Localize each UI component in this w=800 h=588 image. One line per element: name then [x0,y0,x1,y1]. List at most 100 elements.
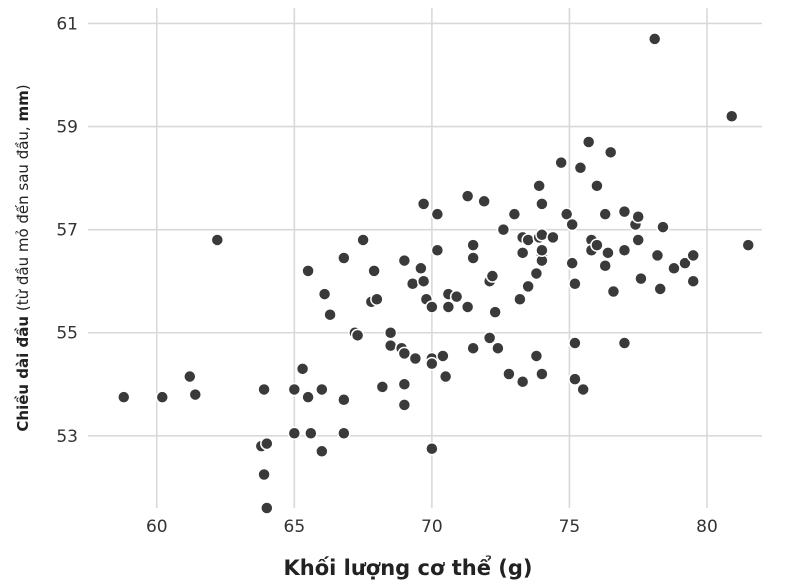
data-point [441,300,456,314]
data-point [117,390,131,404]
data-point [416,197,431,211]
data-point [260,501,274,515]
data-point [449,289,464,304]
data-point [568,277,582,291]
y-tick-label: 61 [56,14,78,34]
data-point [304,426,318,441]
data-point [430,207,445,221]
data-point [601,246,615,260]
data-point [356,233,370,247]
data-point [408,351,423,366]
y-axis-title-main: Chiều dài đầu [13,316,32,432]
x-tick-label: 75 [559,517,581,537]
data-point [315,382,329,397]
data-point [656,220,670,234]
data-point [650,248,665,263]
y-axis-title-detail: (từ đầu mỏ đến sau đầu, [14,122,32,316]
data-point [416,274,431,288]
data-point [686,274,700,288]
y-axis-title: Chiều dài đầu (từ đầu mỏ đến sau đầu, mm… [13,84,32,431]
data-point [521,279,535,294]
data-point [667,261,681,276]
data-point [741,238,755,252]
y-tick-label: 57 [56,221,78,241]
data-point [405,277,420,291]
data-point [724,109,739,123]
data-point [678,256,692,270]
data-point [337,426,351,441]
data-point [425,356,439,371]
data-point [631,233,645,247]
data-point [529,349,544,363]
data-point [315,444,329,459]
data-point [535,367,549,381]
data-point [565,256,579,270]
data-point [295,362,310,376]
data-point [466,251,480,265]
y-tick-label: 59 [56,118,78,138]
data-point [367,264,381,278]
data-point [515,246,530,260]
data-point [581,135,596,149]
data-point [210,233,225,247]
y-tick-label: 53 [56,427,78,447]
data-point [397,346,412,361]
data-point [488,305,502,319]
data-point [546,230,560,245]
data-point [529,266,544,281]
y-tick-label: 55 [56,324,78,344]
x-tick-label: 65 [284,517,306,537]
data-point [301,390,315,404]
data-point [513,292,527,306]
data-point [565,217,579,232]
data-point [323,307,337,322]
data-point [397,398,412,412]
x-tick-label: 60 [146,517,168,537]
data-point [598,258,612,273]
data-point [559,207,574,221]
y-axis-title-unit: mm [14,90,32,121]
x-tick-label: 80 [696,517,718,537]
data-point [350,328,365,343]
data-point [257,382,271,397]
data-point [647,32,662,46]
x-axis-title: Khối lượng cơ thể (g) [284,555,533,580]
data-point [301,264,315,278]
data-point [617,204,632,219]
data-point [617,336,632,350]
data-point [603,145,618,160]
data-point [260,436,274,451]
data-point [337,393,351,407]
data-point [686,248,700,263]
data-point [631,210,645,224]
data-point [521,233,535,247]
data-point [287,382,302,397]
data-point [257,467,271,482]
data-point [397,377,412,392]
data-point [337,251,351,265]
data-point [183,369,197,384]
data-point [590,238,604,252]
data-point [535,243,549,258]
data-point [590,179,604,193]
data-point [414,261,428,276]
data-point [502,367,516,381]
data-point [188,387,203,402]
data-point [496,222,511,237]
data-point [466,341,480,355]
data-point [383,338,398,353]
data-point [573,161,588,175]
data-point [554,155,568,170]
data-point [568,336,582,350]
data-point [532,179,546,193]
y-axis-title-close: ) [14,84,32,90]
data-point [287,426,302,441]
data-point [617,243,632,258]
data-point [375,380,390,394]
data-point [383,325,398,340]
data-point [425,300,439,314]
data-point [491,341,505,355]
data-point [477,194,491,209]
data-point [466,238,480,252]
